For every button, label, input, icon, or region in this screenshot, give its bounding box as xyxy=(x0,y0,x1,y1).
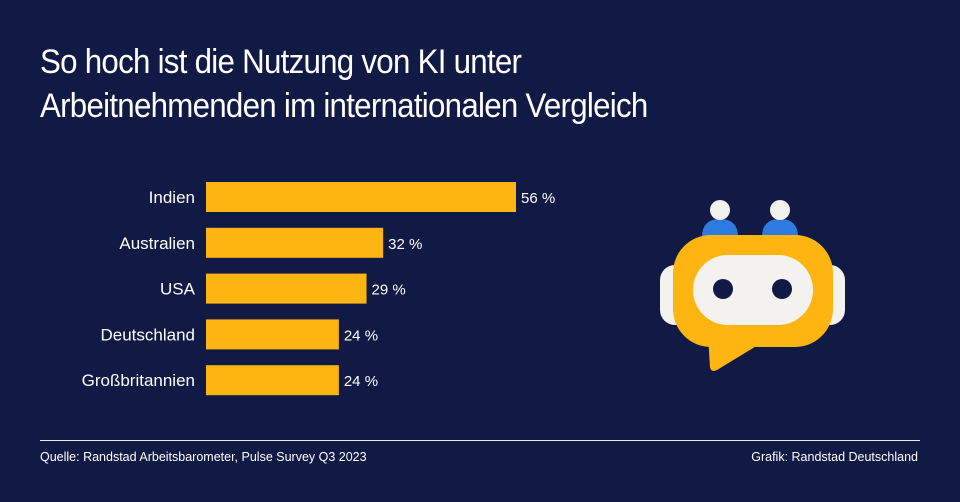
bar-großbritannien xyxy=(206,365,339,396)
category-label: Großbritannien xyxy=(82,371,195,390)
category-label: Australien xyxy=(119,234,195,253)
title-line-2: Arbeitnehmenden im internationalen Vergl… xyxy=(40,87,648,125)
bar-deutschland xyxy=(206,319,339,350)
bar-usa xyxy=(206,273,367,304)
antenna-base-left xyxy=(702,219,738,237)
category-label: Indien xyxy=(149,188,195,207)
bar-australien xyxy=(206,227,384,258)
antenna-tip-right xyxy=(770,200,790,220)
bar-indien xyxy=(206,182,516,212)
source-note: Quelle: Randstad Arbeitsbarometer, Pulse… xyxy=(40,450,367,464)
value-label: 56 % xyxy=(521,190,555,207)
title-line-1: So hoch ist die Nutzung von KI unter xyxy=(40,43,522,81)
value-label: 24 % xyxy=(344,373,378,390)
credit-note: Grafik: Randstad Deutschland xyxy=(751,450,918,464)
value-label: 29 % xyxy=(372,282,406,299)
category-label: Deutschland xyxy=(100,325,195,344)
value-label: 24 % xyxy=(344,327,378,344)
value-label: 32 % xyxy=(388,236,422,253)
robot-eye-right xyxy=(772,279,792,299)
robot-chat-bubble-icon xyxy=(660,200,845,371)
chart-title: So hoch ist die Nutzung von KI unter Arb… xyxy=(40,40,648,128)
antenna-tip-left xyxy=(710,200,730,220)
footer-divider xyxy=(40,440,920,441)
bar-chart: Indien 56 % Australien 32 % USA 29 % Deutschla… xyxy=(82,182,555,396)
robot-face xyxy=(693,255,813,325)
robot-eye-left xyxy=(713,279,733,299)
antenna-base-right xyxy=(762,219,798,237)
category-label: USA xyxy=(160,280,196,299)
